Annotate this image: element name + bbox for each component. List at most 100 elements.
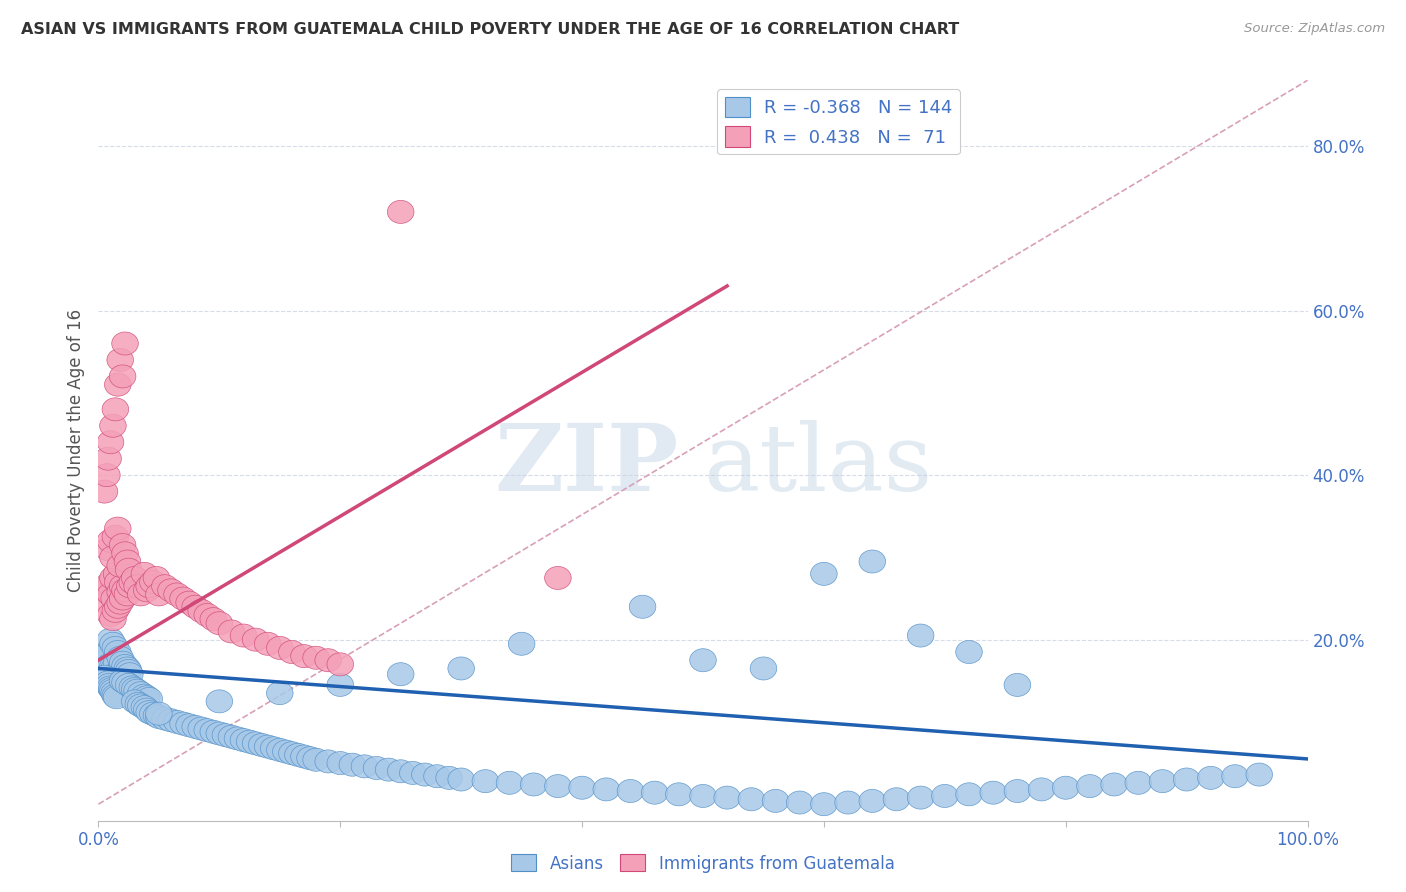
Ellipse shape <box>181 595 208 618</box>
Ellipse shape <box>124 574 150 598</box>
Ellipse shape <box>111 671 138 694</box>
Ellipse shape <box>231 729 257 752</box>
Ellipse shape <box>103 525 129 549</box>
Ellipse shape <box>207 612 232 635</box>
Ellipse shape <box>94 648 120 672</box>
Ellipse shape <box>388 663 413 686</box>
Ellipse shape <box>1028 778 1054 801</box>
Ellipse shape <box>302 748 329 772</box>
Ellipse shape <box>786 791 813 814</box>
Ellipse shape <box>328 673 353 697</box>
Ellipse shape <box>107 659 134 682</box>
Ellipse shape <box>690 784 716 807</box>
Ellipse shape <box>242 628 269 651</box>
Ellipse shape <box>273 740 299 763</box>
Ellipse shape <box>97 431 124 454</box>
Ellipse shape <box>1149 770 1175 793</box>
Ellipse shape <box>97 676 124 699</box>
Ellipse shape <box>103 651 129 674</box>
Ellipse shape <box>94 591 120 615</box>
Ellipse shape <box>436 766 463 789</box>
Ellipse shape <box>94 538 121 561</box>
Ellipse shape <box>100 414 127 437</box>
Ellipse shape <box>139 571 166 593</box>
Ellipse shape <box>117 574 143 598</box>
Ellipse shape <box>107 349 134 371</box>
Ellipse shape <box>97 628 124 651</box>
Ellipse shape <box>907 624 934 647</box>
Ellipse shape <box>100 566 127 590</box>
Ellipse shape <box>97 530 124 552</box>
Ellipse shape <box>641 781 668 805</box>
Ellipse shape <box>188 599 215 623</box>
Ellipse shape <box>267 681 292 705</box>
Ellipse shape <box>96 673 122 697</box>
Ellipse shape <box>107 581 134 604</box>
Ellipse shape <box>907 786 934 809</box>
Ellipse shape <box>207 722 232 745</box>
Ellipse shape <box>152 574 179 598</box>
Ellipse shape <box>242 731 269 755</box>
Ellipse shape <box>714 786 741 809</box>
Ellipse shape <box>218 620 245 643</box>
Ellipse shape <box>423 764 450 788</box>
Ellipse shape <box>146 702 172 725</box>
Ellipse shape <box>883 788 910 811</box>
Ellipse shape <box>267 636 292 659</box>
Ellipse shape <box>100 632 127 656</box>
Ellipse shape <box>267 739 292 762</box>
Ellipse shape <box>110 663 136 686</box>
Ellipse shape <box>1004 673 1031 697</box>
Ellipse shape <box>104 640 131 664</box>
Ellipse shape <box>388 760 413 783</box>
Ellipse shape <box>120 676 146 699</box>
Ellipse shape <box>932 784 957 807</box>
Ellipse shape <box>544 774 571 797</box>
Ellipse shape <box>278 640 305 664</box>
Ellipse shape <box>97 604 124 626</box>
Ellipse shape <box>110 651 136 674</box>
Ellipse shape <box>315 648 342 672</box>
Ellipse shape <box>254 632 281 656</box>
Ellipse shape <box>157 579 184 602</box>
Ellipse shape <box>811 793 837 815</box>
Ellipse shape <box>104 373 131 396</box>
Text: atlas: atlas <box>703 420 932 510</box>
Ellipse shape <box>617 780 644 803</box>
Ellipse shape <box>835 791 862 814</box>
Y-axis label: Child Poverty Under the Age of 16: Child Poverty Under the Age of 16 <box>66 309 84 592</box>
Ellipse shape <box>496 772 523 794</box>
Ellipse shape <box>125 692 152 715</box>
Ellipse shape <box>449 657 474 680</box>
Ellipse shape <box>1101 773 1128 796</box>
Ellipse shape <box>91 665 118 689</box>
Ellipse shape <box>315 750 342 773</box>
Ellipse shape <box>212 723 239 747</box>
Ellipse shape <box>94 671 121 694</box>
Ellipse shape <box>104 571 131 593</box>
Ellipse shape <box>163 710 190 733</box>
Ellipse shape <box>157 709 184 731</box>
Ellipse shape <box>103 599 129 623</box>
Ellipse shape <box>218 725 245 748</box>
Ellipse shape <box>302 646 329 669</box>
Ellipse shape <box>472 770 499 793</box>
Ellipse shape <box>97 653 124 676</box>
Ellipse shape <box>143 704 170 727</box>
Ellipse shape <box>181 715 208 739</box>
Ellipse shape <box>103 398 129 421</box>
Legend: Asians, Immigrants from Guatemala: Asians, Immigrants from Guatemala <box>505 847 901 880</box>
Ellipse shape <box>110 365 136 388</box>
Ellipse shape <box>104 517 131 541</box>
Ellipse shape <box>124 679 150 702</box>
Ellipse shape <box>104 595 131 618</box>
Ellipse shape <box>128 681 155 705</box>
Ellipse shape <box>738 788 765 811</box>
Ellipse shape <box>110 669 136 692</box>
Text: ASIAN VS IMMIGRANTS FROM GUATEMALA CHILD POVERTY UNDER THE AGE OF 16 CORRELATION: ASIAN VS IMMIGRANTS FROM GUATEMALA CHILD… <box>21 22 959 37</box>
Ellipse shape <box>200 720 226 743</box>
Ellipse shape <box>107 646 134 669</box>
Ellipse shape <box>630 595 655 618</box>
Ellipse shape <box>859 550 886 573</box>
Ellipse shape <box>520 773 547 796</box>
